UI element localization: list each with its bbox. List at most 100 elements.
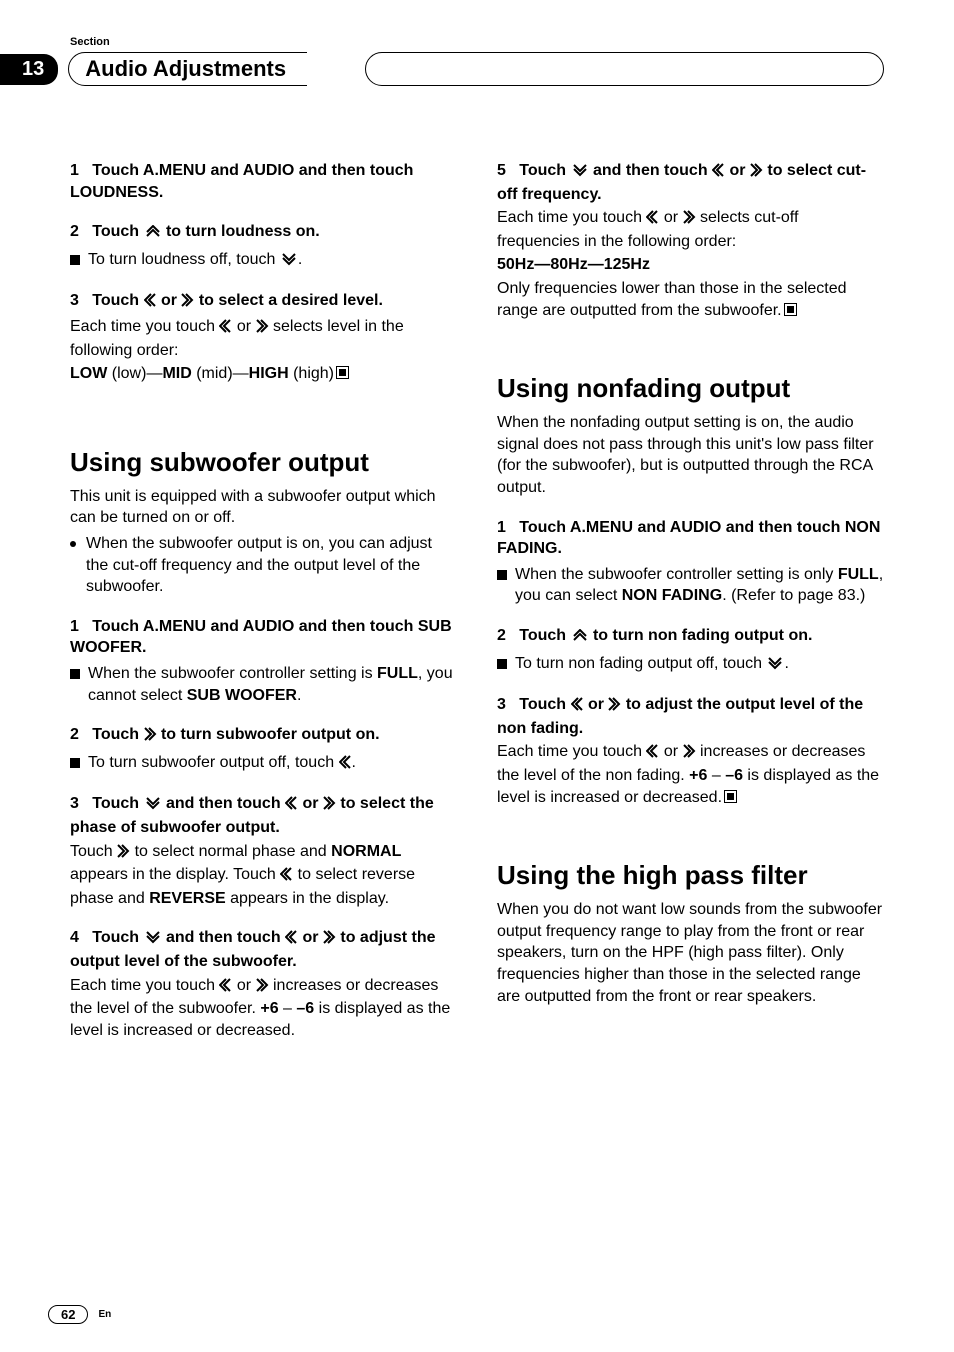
chevron-left-icon <box>285 795 298 817</box>
step-text: Touch <box>92 292 143 309</box>
chapter-title: Audio Adjustments <box>85 56 286 82</box>
body-text: Each time you touch <box>70 977 219 994</box>
step-text: or <box>298 795 323 812</box>
chevron-left-icon <box>712 162 725 184</box>
step-text: Touch A.MENU and AUDIO and then touch LO… <box>70 162 413 201</box>
chevron-right-icon <box>608 696 621 718</box>
step-2-note: To turn loudness off, touch . <box>70 249 457 273</box>
chevron-down-icon <box>766 655 784 677</box>
section-label: Section <box>70 36 110 48</box>
end-mark-icon <box>784 303 797 316</box>
chevron-left-icon <box>646 743 659 765</box>
body-text: Each time you touch <box>497 209 646 226</box>
chevron-down-icon <box>144 795 162 817</box>
step-text: or <box>298 929 323 946</box>
nf-step-3-body: Each time you touch or increases or decr… <box>497 741 884 808</box>
step-3-head: 3 Touch or to select a desired level. <box>70 290 457 314</box>
chapter-number-badge: 13 <box>0 54 58 85</box>
step-text: and then touch <box>162 795 286 812</box>
chevron-left-icon <box>571 696 584 718</box>
nonfading-section-title: Using nonfading output <box>497 371 884 406</box>
chevron-down-icon <box>280 251 298 273</box>
square-bullet-icon <box>497 659 507 669</box>
step-number: 2 <box>70 726 79 743</box>
note-text: FULL <box>838 566 879 583</box>
note-text: When the subwoofer controller setting is… <box>515 566 838 583</box>
sub-step-3-head: 3 Touch and then touch or to select the … <box>70 793 457 838</box>
body-text: or <box>659 209 682 226</box>
chevron-left-icon <box>280 866 293 888</box>
sub-step-4-head: 4 Touch and then touch or to adjust the … <box>70 927 457 972</box>
step-5-freqs: 50Hz—80Hz—125Hz <box>497 254 884 276</box>
step-text: Touch <box>92 929 143 946</box>
right-column: 5 Touch and then touch or to select cut-… <box>497 160 884 1292</box>
step-2-head: 2 Touch to turn loudness on. <box>70 221 457 245</box>
page: Section 13 Audio Adjustments 1 Touch A.M… <box>0 0 954 1352</box>
square-bullet-icon <box>497 570 507 580</box>
nf-step-2-note: To turn non fading output off, touch . <box>497 653 884 677</box>
body-text: (low)— <box>107 365 162 382</box>
step-text: Touch A.MENU and AUDIO and then touch SU… <box>70 618 452 657</box>
chevron-right-icon <box>750 162 763 184</box>
body-text: REVERSE <box>149 890 225 907</box>
sub-step-1-note: When the subwoofer controller setting is… <box>70 663 457 706</box>
step-3-levels: LOW (low)—MID (mid)—HIGH (high) <box>70 363 457 385</box>
step-5-body2: Only frequencies lower than those in the… <box>497 278 884 321</box>
subwoofer-section-title: Using subwoofer output <box>70 445 457 480</box>
body-text: +6 <box>260 1000 278 1017</box>
chevron-right-icon <box>144 726 157 748</box>
language-label: En <box>98 1309 111 1320</box>
body-text: – <box>707 767 725 784</box>
note-text: To turn non fading output off, touch <box>515 655 766 672</box>
page-number: 62 <box>48 1305 88 1324</box>
subwoofer-bullet: When the subwoofer output is on, you can… <box>70 533 457 598</box>
sub-step-2-head: 2 Touch to turn subwoofer output on. <box>70 724 457 748</box>
step-number: 2 <box>70 223 79 240</box>
step-number: 1 <box>70 162 79 179</box>
nf-step-1-note: When the subwoofer controller setting is… <box>497 564 884 607</box>
chevron-left-icon <box>219 977 232 999</box>
step-text: and then touch <box>589 162 713 179</box>
square-bullet-icon <box>70 255 80 265</box>
end-mark-icon <box>724 790 737 803</box>
nonfading-intro: When the nonfading output setting is on,… <box>497 412 884 498</box>
note-text: SUB WOOFER <box>187 687 297 704</box>
note-text: . (Refer to page 83.) <box>722 587 865 604</box>
body-text: or <box>659 743 682 760</box>
note-text: . <box>298 251 302 268</box>
square-bullet-icon <box>70 669 80 679</box>
sub-step-4-body: Each time you touch or increases or decr… <box>70 975 457 1042</box>
chevron-right-icon <box>683 209 696 231</box>
chevron-left-icon <box>646 209 659 231</box>
chevron-left-icon <box>285 929 298 951</box>
note-text: . <box>784 655 788 672</box>
step-3-body: Each time you touch or selects level in … <box>70 316 457 361</box>
level-label: MID <box>162 365 191 382</box>
square-bullet-icon <box>70 758 80 768</box>
subwoofer-intro: This unit is equipped with a subwoofer o… <box>70 486 457 529</box>
step-text: Touch <box>92 795 143 812</box>
body-text: or <box>232 318 255 335</box>
left-column: 1 Touch A.MENU and AUDIO and then touch … <box>70 160 457 1292</box>
step-text: Touch <box>92 223 143 240</box>
chevron-right-icon <box>323 929 336 951</box>
step-text: to turn loudness on. <box>162 223 320 240</box>
step-text: to turn subwoofer output on. <box>157 726 380 743</box>
step-text: to turn non fading output on. <box>589 627 813 644</box>
chevron-right-icon <box>683 743 696 765</box>
step-number: 3 <box>70 292 79 309</box>
step-text: and then touch <box>162 929 286 946</box>
step-5-head: 5 Touch and then touch or to select cut-… <box>497 160 884 205</box>
note-text: NON FADING <box>622 587 722 604</box>
body-text: –6 <box>296 1000 314 1017</box>
chevron-right-icon <box>256 318 269 340</box>
note-text: When the subwoofer controller setting is <box>88 665 377 682</box>
body-text: NORMAL <box>331 843 401 860</box>
sub-step-3-body: Touch to select normal phase and NORMAL … <box>70 841 457 910</box>
nf-step-2-head: 2 Touch to turn non fading output on. <box>497 625 884 649</box>
step-number: 3 <box>70 795 79 812</box>
chevron-right-icon <box>323 795 336 817</box>
step-text: Touch <box>92 726 143 743</box>
chevron-right-icon <box>181 292 194 314</box>
step-text: Touch A.MENU and AUDIO and then touch NO… <box>497 519 880 558</box>
